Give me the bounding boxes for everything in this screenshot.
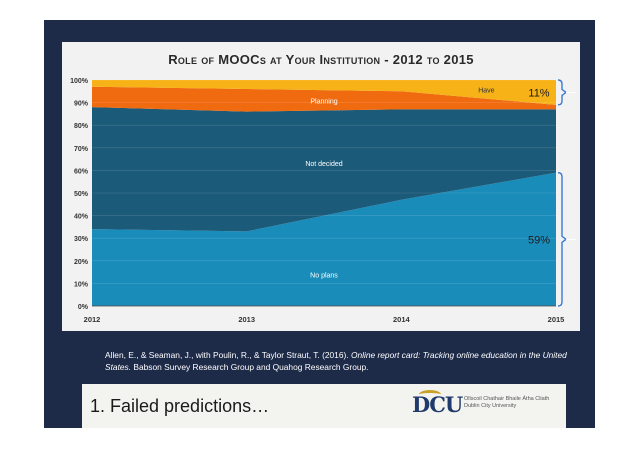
logo-accent-icon	[419, 390, 441, 399]
citation: Allen, E., & Seaman, J., with Poulin, R.…	[105, 349, 575, 373]
series-label-no-plans: No plans	[310, 272, 338, 279]
y-tick-label: 70%	[74, 146, 89, 153]
y-tick-label: 80%	[74, 123, 89, 130]
area-have	[92, 80, 556, 105]
slide-title: 1. Failed predictions…	[90, 396, 270, 416]
stacked-area-chart: 0% 10% 20% 30% 40% 50% 60% 70% 80% 90% 100% 2012 201…	[70, 78, 565, 324]
series-label-have: Have	[478, 87, 494, 94]
logo-subtitle: Ollscoil Chathair Bhaile Átha Cliath Dub…	[464, 396, 564, 410]
y-tick-label: 40%	[74, 214, 89, 221]
y-tick-label: 60%	[74, 168, 89, 175]
x-tick-label: 2015	[548, 315, 565, 324]
dcu-logo: DCU Ollscoil Chathair Bhaile Átha Cliath…	[412, 390, 564, 422]
series-label-planning: Planning	[310, 98, 337, 105]
logo-subtitle-irish: Ollscoil Chathair Bhaile Átha Cliath	[464, 396, 550, 402]
y-tick-label: 30%	[74, 236, 89, 243]
area-planning	[92, 86, 556, 112]
area-not-decided	[92, 107, 556, 232]
y-tick-label: 10%	[74, 281, 89, 288]
y-tick-label: 100%	[70, 78, 89, 85]
x-tick-label: 2014	[393, 315, 411, 324]
footer-bar: 1. Failed predictions… DCU Ollscoil Chat…	[82, 384, 566, 428]
citation-title: Online report card: Tracking online educ…	[105, 350, 567, 372]
y-tick-label: 0%	[78, 304, 89, 311]
area-no-plans	[92, 172, 556, 306]
logo-wordmark: DCU	[412, 392, 463, 417]
chart-title: Role of MOOCs at Your Institution - 2012…	[168, 52, 474, 67]
series-label-not-decided: Not decided	[305, 161, 342, 168]
logo-subtitle-english: Dublin City University	[464, 403, 517, 409]
y-tick-label: 20%	[74, 259, 89, 266]
x-tick-label: 2012	[84, 315, 101, 324]
citation-authors: Allen, E., & Seaman, J., with Poulin, R.…	[105, 350, 349, 360]
chart-panel: Role of MOOCs at Your Institution - 2012…	[62, 42, 580, 331]
citation-publisher: Babson Survey Research Group and Quahog …	[133, 362, 369, 372]
x-tick-label: 2013	[238, 315, 255, 324]
y-tick-label: 50%	[74, 191, 89, 198]
y-tick-label: 90%	[74, 101, 89, 108]
